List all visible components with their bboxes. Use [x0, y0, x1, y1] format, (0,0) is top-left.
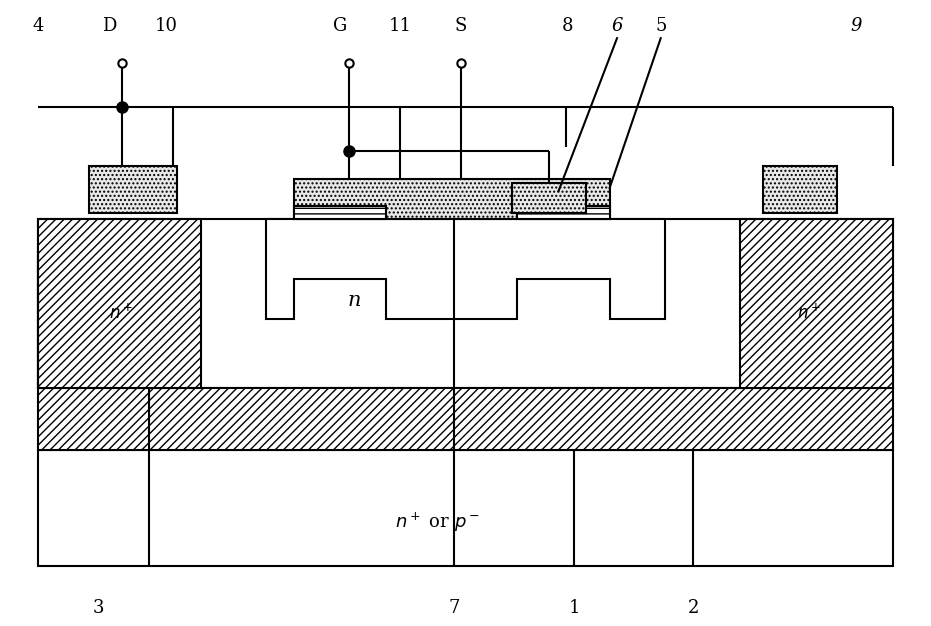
Text: 1: 1: [569, 599, 580, 617]
Text: 3: 3: [92, 599, 104, 617]
Text: n: n: [347, 291, 360, 310]
Text: 5: 5: [655, 17, 667, 34]
Text: 10: 10: [155, 17, 178, 34]
Text: 9: 9: [850, 17, 862, 34]
Text: 7: 7: [449, 599, 460, 617]
Bar: [38, 388, 893, 451]
Bar: [293, 178, 610, 219]
Bar: [89, 167, 177, 213]
Text: $n^+$: $n^+$: [110, 304, 134, 322]
Text: $n^+$: $n^+$: [797, 304, 821, 322]
Bar: [38, 219, 893, 388]
Bar: [38, 219, 200, 388]
Text: G: G: [333, 17, 347, 34]
Bar: [763, 167, 837, 213]
Bar: [293, 205, 386, 219]
Text: 8: 8: [562, 17, 573, 34]
Text: p: p: [451, 285, 462, 303]
Polygon shape: [265, 219, 666, 319]
Bar: [740, 219, 893, 388]
Text: n: n: [559, 249, 568, 262]
Text: D: D: [102, 17, 116, 34]
Text: 6: 6: [612, 17, 623, 34]
Text: 11: 11: [389, 17, 412, 34]
Text: $n^+$ or $p^-$: $n^+$ or $p^-$: [395, 511, 480, 534]
Text: 4: 4: [33, 17, 44, 34]
Bar: [517, 205, 610, 219]
Text: S: S: [454, 17, 467, 34]
Bar: [512, 183, 587, 213]
Bar: [38, 451, 893, 566]
Text: n: n: [335, 249, 344, 262]
Text: 2: 2: [688, 599, 699, 617]
